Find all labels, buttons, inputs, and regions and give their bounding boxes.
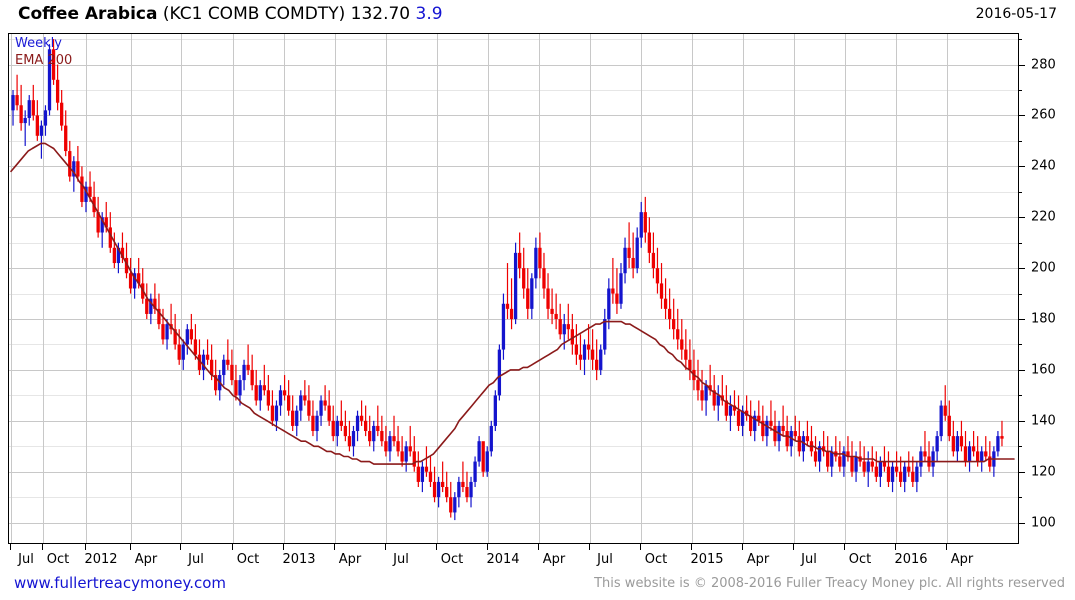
chart-date: 2016-05-17 [975,6,1057,22]
x-tick-label: Oct [644,552,668,567]
x-tick-mark [589,544,590,550]
x-tick-mark [385,544,386,550]
x-tick-label: Jul [188,552,204,567]
y-tick-minor [1019,446,1022,448]
y-tick-minor [1019,497,1022,499]
y-tick-major [1019,319,1025,321]
y-tick-major [1019,64,1025,66]
x-tick-mark [793,544,794,550]
site-url[interactable]: www.fullertreacymoney.com [14,574,227,592]
x-tick-label: Oct [236,552,260,567]
x-tick-mark [42,544,43,550]
x-tick-label: 2014 [486,552,520,567]
y-tick-minor [1019,89,1022,91]
x-tick-mark [946,544,947,550]
y-tick-minor [1019,344,1022,346]
x-tick-label: Apr [134,552,158,567]
y-tick-label: 200 [1031,260,1056,276]
x-tick-label: Apr [338,552,362,567]
y-tick-minor [1019,191,1022,193]
x-tick-mark [232,544,233,550]
x-tick-mark [742,544,743,550]
x-tick-mark [691,544,692,550]
y-tick-label: 180 [1031,311,1056,327]
x-tick-label: Apr [542,552,566,567]
instrument-description: (KC1 COMB COMDTY) [162,4,346,24]
y-axis: 100 120 140 160 180 200 220 240 260 280 [1019,33,1075,545]
x-tick-mark [895,544,896,550]
x-tick-label: Jul [18,552,34,567]
x-tick-label: Jul [597,552,613,567]
y-tick-minor [1019,242,1022,244]
x-tick-mark [283,544,284,550]
y-tick-major [1019,471,1025,473]
x-tick-mark [640,544,641,550]
x-tick-label: 2016 [894,552,928,567]
y-tick-major [1019,217,1025,219]
last-price: 132.70 [350,4,411,24]
x-tick-label: 2013 [282,552,316,567]
y-tick-major [1019,115,1025,117]
x-tick-label: Oct [46,552,70,567]
chart-title: Coffee Arabica (KC1 COMB COMDTY) 132.70 … [18,4,443,24]
x-tick-mark [334,544,335,550]
x-tick-mark [180,544,181,550]
y-tick-major [1019,268,1025,270]
x-tick-mark [436,544,437,550]
x-tick-mark [844,544,845,550]
x-tick-label: Jul [393,552,409,567]
instrument-symbol: Coffee Arabica [18,4,158,24]
y-tick-major [1019,420,1025,422]
x-tick-mark [538,544,539,550]
x-tick-label: 2015 [690,552,724,567]
y-tick-label: 260 [1031,107,1056,123]
y-tick-label: 100 [1031,515,1056,531]
x-axis: Jul Oct 2012 Apr Jul Oct 2013 Apr Jul Oct 2014 Apr J… [0,544,1075,572]
x-tick-label: Apr [746,552,770,567]
x-tick-mark [85,544,86,550]
x-tick-label: Apr [950,552,974,567]
x-tick-mark [10,544,11,550]
x-tick-label: Jul [801,552,817,567]
x-tick-mark [487,544,488,550]
y-tick-major [1019,369,1025,371]
price-change: 3.9 [415,4,443,24]
y-tick-label: 280 [1031,57,1056,73]
y-tick-major [1019,166,1025,168]
x-tick-label: Oct [848,552,872,567]
chart-footer: www.fullertreacymoney.com This website i… [0,572,1075,600]
x-tick-label: 2012 [84,552,118,567]
y-tick-minor [1019,395,1022,397]
x-tick-mark [130,544,131,550]
y-tick-label: 140 [1031,413,1056,429]
y-tick-label: 240 [1031,158,1056,174]
chart-plot-area[interactable]: Weekly EMA 200 [8,33,1019,544]
chart-header: Coffee Arabica (KC1 COMB COMDTY) 132.70 … [0,0,1075,30]
y-tick-minor [1019,293,1022,295]
y-tick-major [1019,522,1025,524]
y-tick-minor [1019,39,1022,41]
y-tick-label: 120 [1031,464,1056,480]
x-tick-label: Oct [440,552,464,567]
copyright-notice: This website is © 2008-2016 Fuller Treac… [594,576,1065,591]
y-tick-label: 220 [1031,209,1056,225]
price-chart-svg [9,34,1018,543]
y-tick-minor [1019,140,1022,142]
y-tick-label: 160 [1031,362,1056,378]
